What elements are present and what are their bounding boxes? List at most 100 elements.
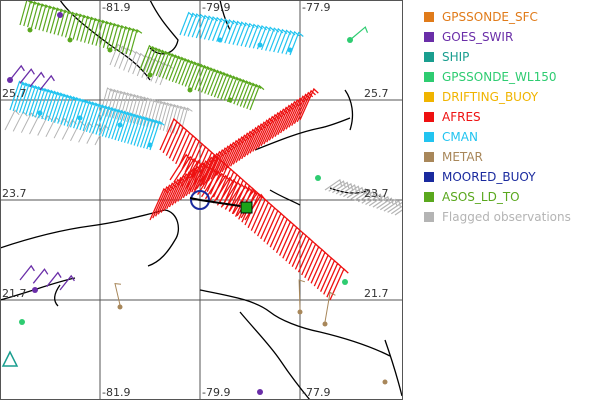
legend-label: Flagged observations [442,210,571,224]
bahamas-exuma [344,89,354,131]
asos-cluster [139,44,265,111]
legend-item[interactable]: CMAN [424,128,478,146]
legend-swatch [424,52,434,62]
isle-of-youth [54,284,61,307]
legend-item[interactable]: Flagged observations [424,208,571,226]
lat-label-right-1: 25.7 [364,87,389,100]
goes-barb [9,64,55,91]
legend-swatch [424,72,434,82]
asos-cluster [19,0,143,56]
legend-label: AFRES [442,110,481,124]
legend-item[interactable]: DRIFTING_BUOY [424,88,538,106]
metar-dot [297,309,303,315]
cman-cluster [179,11,304,56]
metar-barb [114,283,122,306]
cuba-central-coast [199,289,391,357]
goes-dot [57,12,63,18]
goes-dot [7,77,13,83]
legend-item[interactable]: GOES_SWIR [424,28,513,46]
lat-label-right-3: 21.7 [364,287,389,300]
lat-label-right-2: 23.7 [364,187,389,200]
legend-swatch [424,32,434,42]
lon-label-bottom-3: -77.9 [302,386,330,399]
lat-label-left-2: 23.7 [2,187,27,200]
goes-barb [19,264,75,291]
bahamas-andros [254,117,351,151]
asos-dot [67,37,73,43]
legend-item[interactable]: MOORED_BUOY [424,168,536,186]
legend-swatch [424,172,434,182]
coastlines [0,0,403,401]
grid-labels: -81.9 -79.9 -77.9 -81.9 -79.9 -77.9 25.7… [2,1,389,399]
cman-dot [77,115,83,121]
florida-east-coast [149,0,179,55]
legend-swatch [424,212,434,222]
legend-swatch [424,192,434,202]
observation-overlay [1,0,413,395]
legend-item[interactable]: ASOS_LD_TO [424,188,520,206]
metar-barb [298,279,306,311]
legend-label: GOES_SWIR [442,30,514,44]
asos-dot [187,87,193,93]
metar-dot [322,321,328,327]
storm-marker-square [240,201,253,214]
legend-swatch [424,92,434,102]
asos-dot [27,27,33,33]
ship-marker [1,350,19,367]
cuba-south-central [239,311,311,401]
asos-dot [107,47,113,53]
legend-swatch [424,132,434,142]
asos-dot [147,72,153,78]
legend-swatch [424,152,434,162]
legend-label: GPSSONDE_WL150 [442,70,557,84]
legend-label: MOORED_BUOY [442,170,536,184]
afres-arm-core [169,153,266,221]
legend: GPSSONDE_SFC GOES_SWIR SHIP GPSSONDE_WL150 D… [424,0,600,240]
lon-label-top-1: -81.9 [102,1,130,14]
lat-label-left-1: 25.7 [2,87,27,100]
cman-dot [37,110,43,116]
bahamas-small-1 [269,189,301,206]
cman-dot [117,122,123,128]
observation-map[interactable]: -81.9 -79.9 -77.9 -81.9 -79.9 -77.9 25.7… [0,0,413,401]
flagged-cluster [99,87,193,136]
storm-track [189,197,241,207]
cman-dot [147,142,153,148]
florida-coast-ne [219,0,231,31]
metar-barb [324,291,336,323]
gps-barb [349,26,369,41]
afres-arm-se [159,117,349,301]
storm-center-ring [190,190,210,210]
legend-swatch [424,12,434,22]
gps-dot [315,175,321,181]
cman-cluster [9,80,165,151]
gps-dot [347,37,353,43]
cman-dot [257,42,263,48]
legend-label: DRIFTING_BUOY [442,90,539,104]
legend-label: ASOS_LD_TO [442,190,520,204]
legend-item[interactable]: GPSSONDE_WL150 [424,68,556,86]
hispaniola-edge [384,339,403,397]
metar-dot [117,304,123,310]
cman-dot [217,37,223,43]
legend-item[interactable]: AFRES [424,108,481,126]
gps-dot [19,319,25,325]
legend-item[interactable]: SHIP [424,48,469,66]
cman-dot [287,47,293,53]
legend-label: GPSSONDE_SFC [442,10,538,24]
lon-label-top-3: -77.9 [302,1,330,14]
legend-item[interactable]: METAR [424,148,483,166]
goes-dot [32,287,38,293]
legend-swatch [424,112,434,122]
metar-dot [382,379,388,385]
lon-label-bottom-2: -79.9 [202,386,230,399]
map-canvas: -81.9 -79.9 -77.9 -81.9 -79.9 -77.9 25.7… [0,0,413,401]
lon-label-top-2: -79.9 [202,1,230,14]
legend-label: SHIP [442,50,470,64]
lon-label-bottom-1: -81.9 [102,386,130,399]
lat-label-left-3: 21.7 [2,287,27,300]
asos-dot [227,97,233,103]
legend-item[interactable]: GPSSONDE_SFC [424,8,538,26]
legend-label: METAR [442,150,483,164]
goes-dot [257,389,263,395]
